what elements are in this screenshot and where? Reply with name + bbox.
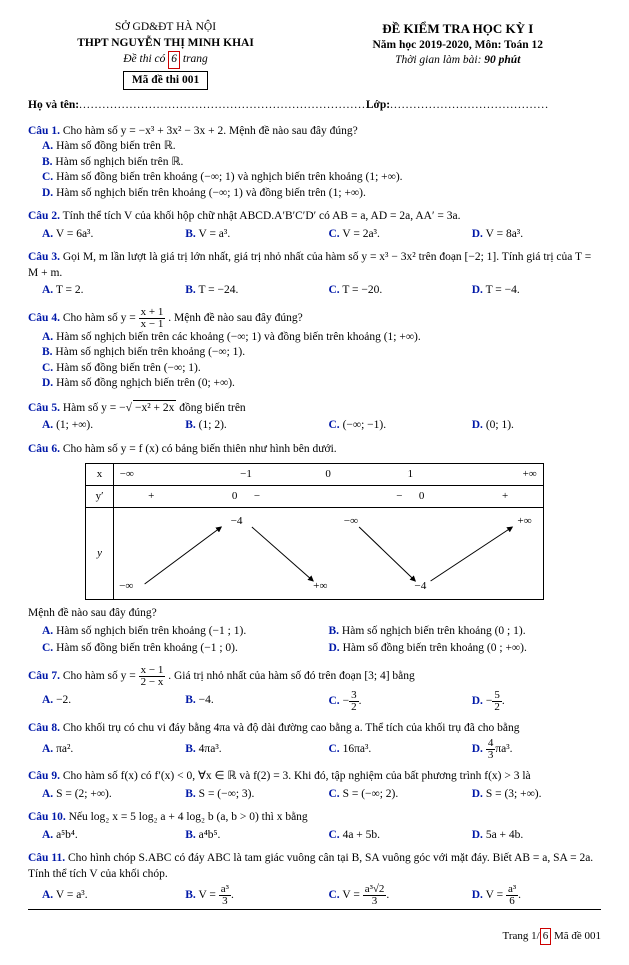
svg-text:+∞: +∞: [517, 515, 531, 527]
question-7: Câu 7. Cho hàm số y = x − 12 − x . Giá t…: [28, 665, 601, 713]
name-line: Họ và tên:..............................…: [28, 98, 601, 114]
exam-title: ĐỀ KIỂM TRA HỌC KỲ I: [315, 20, 602, 38]
question-9: Câu 9. Cho hàm số f(x) có f′(x) < 0, ∀x …: [28, 769, 601, 802]
footer: Trang 1/6 Mã đề 001: [28, 928, 601, 945]
question-4: Câu 4. Cho hàm số y = x + 1x − 1 . Mệnh …: [28, 307, 601, 392]
question-2: Câu 2. Tính thể tích V của khối hộp chữ …: [28, 209, 601, 242]
org2: THPT NGUYỄN THỊ MINH KHAI: [28, 36, 303, 52]
year-line: Năm học 2019-2020, Môn: Toán 12: [315, 38, 602, 54]
svg-text:+∞: +∞: [313, 580, 327, 592]
svg-text:−4: −4: [414, 580, 426, 592]
org1: SỞ GD&ĐT HÀ NỘI: [28, 20, 303, 36]
pages-suffix: trang: [183, 53, 208, 65]
exam-code: Mã đề thi 001: [123, 71, 208, 91]
time-line: Thời gian làm bài: 90 phút: [315, 53, 602, 69]
pages-count: 6: [168, 51, 180, 69]
question-8: Câu 8. Cho khối trụ có chu vi đáy bằng 4…: [28, 721, 601, 762]
variation-diagram: −4 +∞ −∞ +∞ −∞ −4: [114, 509, 543, 594]
svg-text:−4: −4: [230, 515, 242, 527]
question-11: Câu 11. Cho hình chóp S.ABC có đáy ABC l…: [28, 851, 601, 907]
variation-table: x −∞ −1 0 1 +∞ y′ + 0 − − 0 + y −4 +∞ −∞: [85, 463, 543, 600]
question-1: Câu 1. Cho hàm số y = −x³ + 3x² − 3x + 2…: [28, 124, 601, 202]
question-6: Câu 6. Cho hàm số y = f (x) có bảng biến…: [28, 442, 601, 657]
svg-text:−∞: −∞: [119, 580, 133, 592]
pages-info: Đề thi có 6 trang: [28, 51, 303, 69]
question-3: Câu 3. Gọi M, m lần lượt là giá trị lớn …: [28, 250, 601, 299]
svg-text:−∞: −∞: [344, 515, 358, 527]
pages-prefix: Đề thi có: [123, 53, 165, 65]
question-5: Câu 5. Hàm số y = −√−x² + 2x đồng biến t…: [28, 400, 601, 434]
question-10: Câu 10. Nếu log₂ x = 5 log₂ a + 4 log₂ b…: [28, 810, 601, 843]
